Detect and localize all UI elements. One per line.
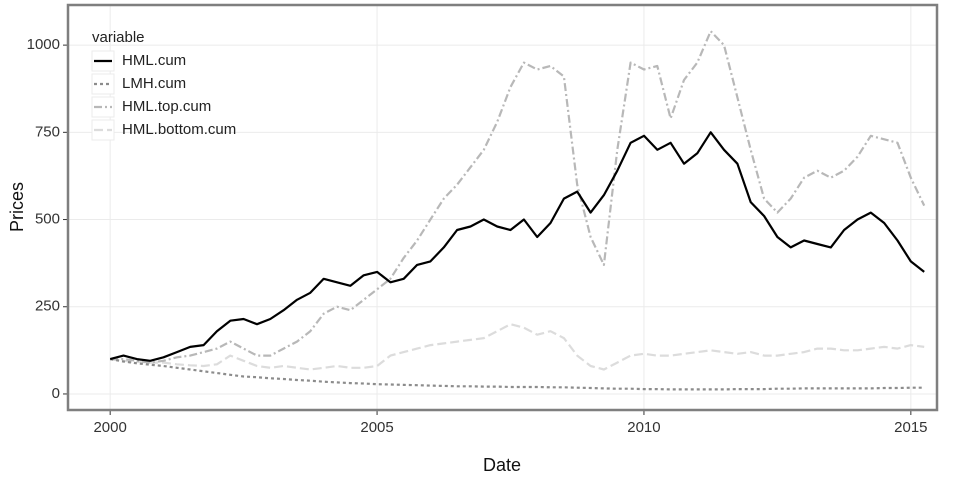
series-line: [110, 30, 926, 364]
y-tick-label: 750: [35, 123, 60, 140]
legend-label: HML.cum: [122, 52, 186, 69]
y-tick-label: 1000: [27, 36, 60, 53]
legend-label: LMH.cum: [122, 75, 186, 92]
series-line: [110, 358, 925, 391]
legend-label: HML.bottom.cum: [122, 121, 236, 138]
x-tick-label: 2000: [93, 419, 126, 436]
legend-label: HML.top.cum: [122, 98, 211, 115]
x-tick-label: 2010: [627, 419, 660, 436]
x-axis-title: Date: [483, 455, 521, 475]
y-tick-label: 500: [35, 211, 60, 228]
series-line: [109, 131, 925, 362]
y-axis-title: Prices: [7, 182, 27, 232]
legend-key: [91, 96, 115, 118]
x-tick-label: 2015: [894, 419, 927, 436]
plot-border: [66, 3, 939, 412]
y-tick-label: 0: [52, 385, 60, 402]
legend-title: variable: [92, 29, 145, 46]
series-line: [110, 323, 925, 371]
x-tick-label: 2005: [360, 419, 393, 436]
y-tick-label: 250: [35, 298, 60, 315]
